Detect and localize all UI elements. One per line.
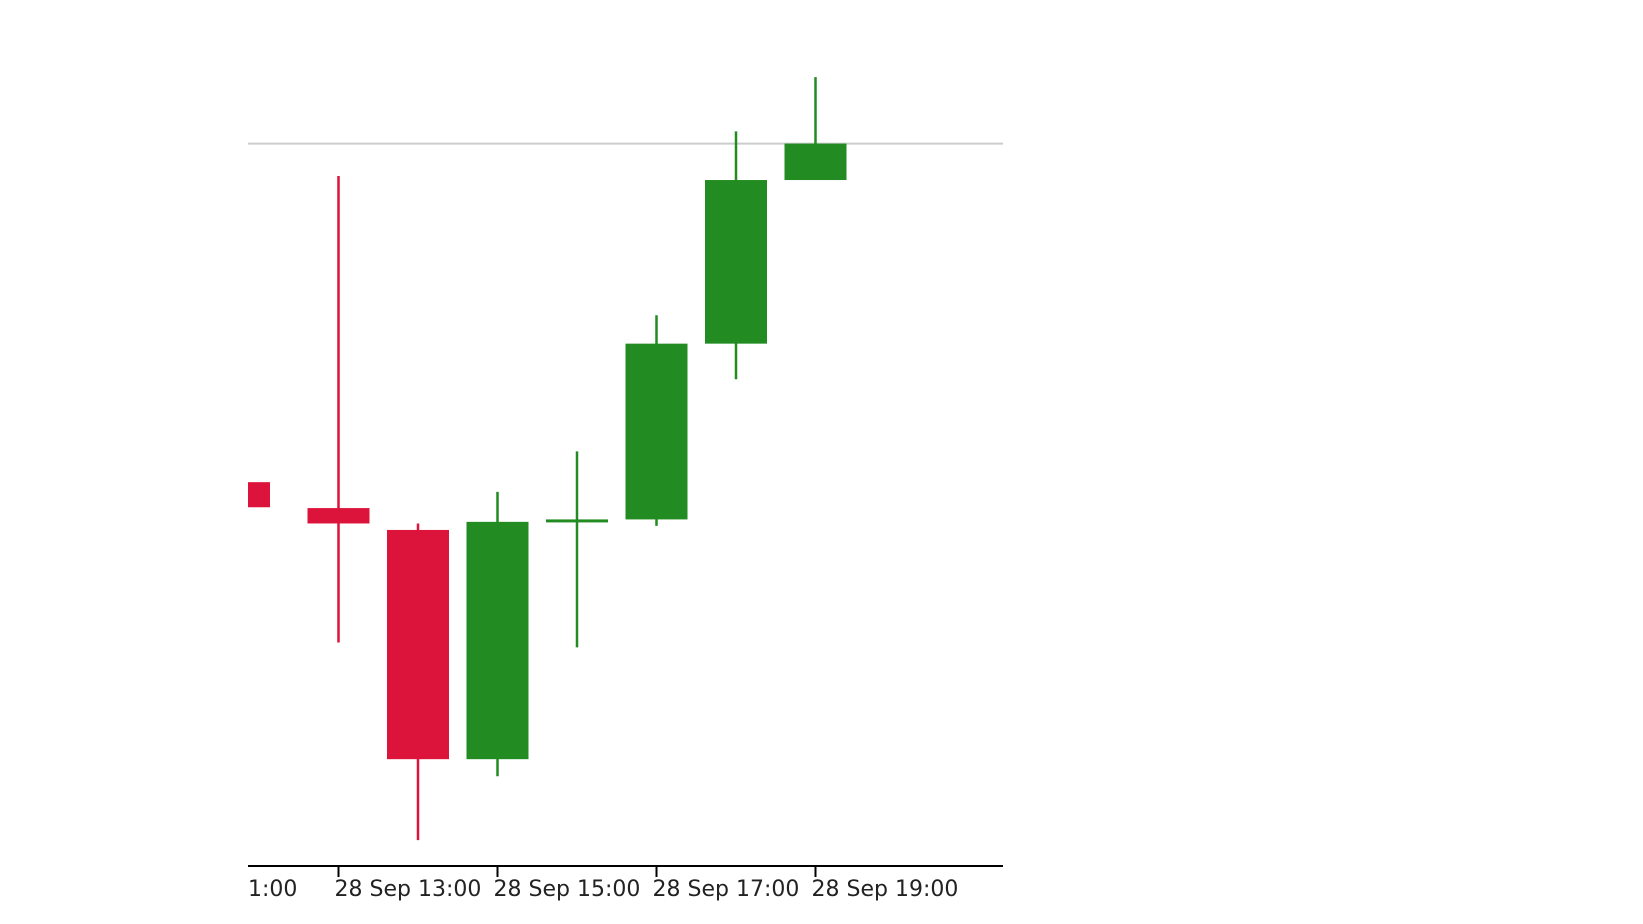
candle-body — [705, 180, 767, 344]
x-tick-label: 28 Sep 19:00 — [812, 877, 959, 902]
candle-body — [784, 143, 847, 181]
candle-body — [307, 508, 370, 524]
candle-body — [466, 521, 529, 760]
candle-body — [387, 529, 449, 760]
candles-group — [248, 77, 847, 841]
x-tick-label: 28 Sep 17:00 — [653, 877, 800, 902]
x-tick-label: 1:00 — [248, 877, 297, 902]
x-tick-label: 28 Sep 15:00 — [494, 877, 641, 902]
candle-body — [625, 343, 688, 520]
candle-body — [248, 482, 270, 508]
candle-body — [546, 519, 608, 523]
x-axis-ticks: 1:00 28 Sep 13:00 28 Sep 15:00 28 Sep 17:00… — [248, 866, 958, 902]
x-tick-label: 28 Sep 13:00 — [335, 877, 482, 902]
